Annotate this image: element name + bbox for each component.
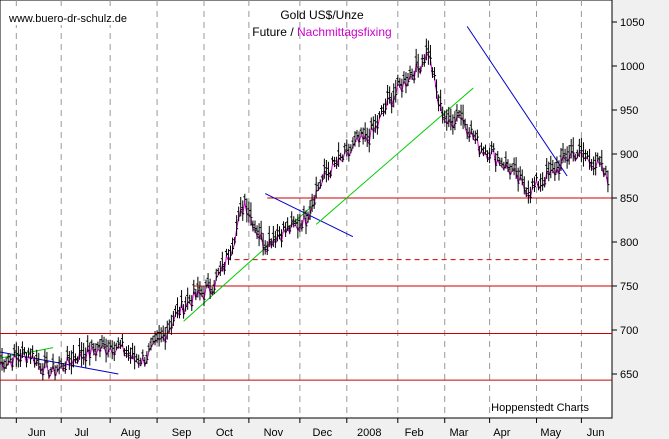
trend-line <box>466 26 568 177</box>
y-tick-label: 700 <box>620 325 638 337</box>
price-series <box>0 38 610 381</box>
x-axis-ticks: Jun Jul Aug Sep Oct Nov Dec 2008 Feb Mar Apr May Jun <box>15 418 605 439</box>
x-tick-label: May <box>540 427 561 439</box>
x-tick-label: Apr <box>493 427 510 439</box>
watermark-box <box>5 10 137 25</box>
y-tick-label: 650 <box>620 369 638 381</box>
trend-line <box>264 193 354 238</box>
subtitle-future: Future / <box>252 25 297 39</box>
y-tick-label: 1000 <box>620 61 644 73</box>
x-tick-label: Mar <box>450 427 469 439</box>
credit-text: Hoppenstedt Charts <box>491 402 589 414</box>
y-axis-ticks: 650 700 750 800 850 900 950 1000 1050 <box>612 17 644 381</box>
x-tick-label: Feb <box>405 427 424 439</box>
x-tick-label: 2008 <box>357 427 381 439</box>
y-tick-label: 900 <box>620 149 638 161</box>
watermark-text: www.buero-dr-schulz.de <box>8 13 127 25</box>
x-tick-label: Nov <box>264 427 284 439</box>
subtitle-fixing: Nachmittagsfixing <box>297 25 392 39</box>
vertical-gridlines <box>15 0 582 418</box>
y-tick-label: 1050 <box>620 17 644 29</box>
plot-area <box>0 0 613 419</box>
x-tick-label: Sep <box>172 427 192 439</box>
x-tick-label: Dec <box>313 427 333 439</box>
y-tick-label: 750 <box>620 281 638 293</box>
x-tick-label: Oct <box>216 427 233 439</box>
x-tick-label: Jul <box>75 427 89 439</box>
chart-title: Gold US$/Unze <box>280 8 364 22</box>
y-tick-label: 850 <box>620 193 638 205</box>
chart-subtitle: Future / Nachmittagsfixing <box>252 25 391 39</box>
support-lines <box>0 197 612 381</box>
x-tick-label: Jun <box>28 427 46 439</box>
x-tick-label: Jun <box>587 427 605 439</box>
y-tick-label: 950 <box>620 105 638 117</box>
y-tick-label: 800 <box>620 237 638 249</box>
x-tick-label: Aug <box>121 427 141 439</box>
